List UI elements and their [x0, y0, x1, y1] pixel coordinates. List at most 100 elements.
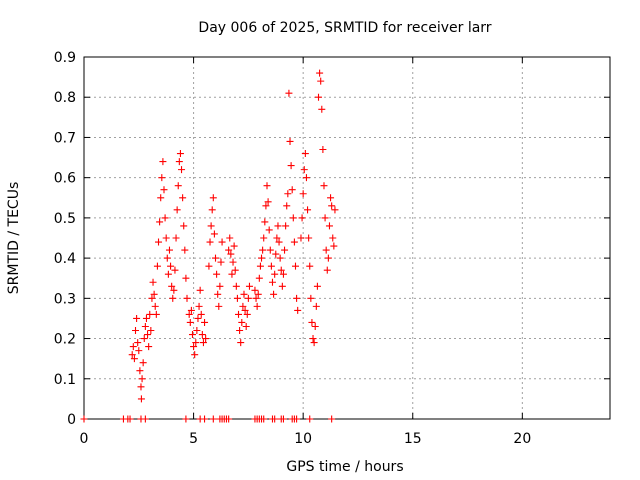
data-point — [311, 322, 319, 330]
data-point — [294, 306, 302, 314]
data-point — [169, 294, 177, 302]
data-point — [201, 318, 209, 326]
y-tick-label: 0.1 — [54, 372, 76, 388]
data-point — [149, 278, 157, 286]
y-tick-label: 0.6 — [54, 171, 76, 187]
data-point — [164, 270, 172, 278]
data-point — [291, 262, 299, 270]
data-point — [138, 375, 146, 383]
data-point — [215, 302, 223, 310]
data-point — [245, 282, 253, 290]
data-point — [256, 262, 264, 270]
data-point — [187, 306, 195, 314]
data-point — [260, 234, 268, 242]
x-axis-label: GPS time / hours — [286, 459, 403, 475]
data-point — [310, 339, 318, 347]
x-tick-label: 15 — [404, 431, 422, 447]
data-point — [270, 290, 278, 298]
data-point — [163, 254, 171, 262]
data-point — [266, 246, 274, 254]
data-point — [265, 226, 273, 234]
data-point — [309, 335, 317, 343]
data-point — [167, 262, 175, 270]
data-point — [299, 190, 307, 198]
x-tick-label: 20 — [513, 431, 531, 447]
data-point — [322, 246, 330, 254]
data-point — [193, 327, 201, 335]
data-point — [232, 282, 240, 290]
data-point — [312, 302, 320, 310]
data-point — [179, 194, 187, 202]
data-point — [285, 89, 293, 97]
data-point — [188, 331, 196, 339]
data-point — [151, 302, 159, 310]
data-point — [237, 339, 245, 347]
data-point — [129, 343, 137, 351]
data-point — [276, 254, 284, 262]
data-point — [190, 343, 198, 351]
data-point — [242, 322, 250, 330]
data-point — [284, 190, 292, 198]
data-point — [216, 282, 224, 290]
data-point — [182, 415, 190, 423]
y-tick-label: 0.7 — [54, 130, 76, 146]
data-point — [261, 218, 269, 226]
data-point — [267, 262, 275, 270]
data-point — [135, 347, 143, 355]
y-tick-label: 0.8 — [54, 90, 76, 106]
data-point — [243, 310, 251, 318]
data-point — [262, 202, 270, 210]
data-point — [298, 214, 306, 222]
data-point — [302, 174, 310, 182]
data-point — [196, 286, 204, 294]
data-point — [141, 415, 149, 423]
data-point — [214, 290, 222, 298]
data-point — [171, 266, 179, 274]
data-point — [230, 242, 238, 250]
data-point — [297, 234, 305, 242]
data-point — [307, 294, 315, 302]
y-tick-label: 0.4 — [54, 251, 76, 267]
data-point — [320, 182, 328, 190]
y-tick-label: 0 — [67, 412, 76, 428]
data-point — [186, 318, 194, 326]
data-point — [228, 270, 236, 278]
data-point — [271, 415, 279, 423]
x-tick-label: 0 — [80, 431, 89, 447]
data-point — [329, 234, 337, 242]
data-point — [288, 186, 296, 194]
y-tick-label: 0.5 — [54, 211, 76, 227]
data-point — [133, 314, 141, 322]
data-point — [146, 310, 154, 318]
data-point — [300, 166, 308, 174]
data-point — [140, 335, 148, 343]
data-point — [327, 194, 335, 202]
data-point — [170, 286, 178, 294]
data-point — [198, 331, 206, 339]
data-point — [206, 238, 214, 246]
data-point — [160, 186, 168, 194]
data-point — [210, 230, 218, 238]
y-tick-label: 0.9 — [54, 50, 76, 66]
data-point — [80, 415, 88, 423]
data-point — [202, 335, 210, 343]
data-point — [283, 202, 291, 210]
data-point — [126, 415, 134, 423]
data-point — [162, 234, 170, 242]
data-point — [212, 254, 219, 262]
data-point — [287, 162, 295, 170]
data-point — [144, 331, 152, 339]
data-point — [150, 290, 158, 298]
data-point — [182, 274, 190, 282]
data-point — [227, 250, 235, 258]
data-point — [251, 286, 259, 294]
data-point — [240, 290, 248, 298]
data-point — [134, 339, 142, 347]
data-point — [324, 254, 332, 262]
data-point — [238, 318, 246, 326]
y-tick-label: 0.3 — [54, 291, 76, 307]
data-point — [241, 306, 249, 314]
data-point — [289, 214, 297, 222]
data-point — [328, 202, 336, 210]
points-layer — [80, 69, 339, 423]
